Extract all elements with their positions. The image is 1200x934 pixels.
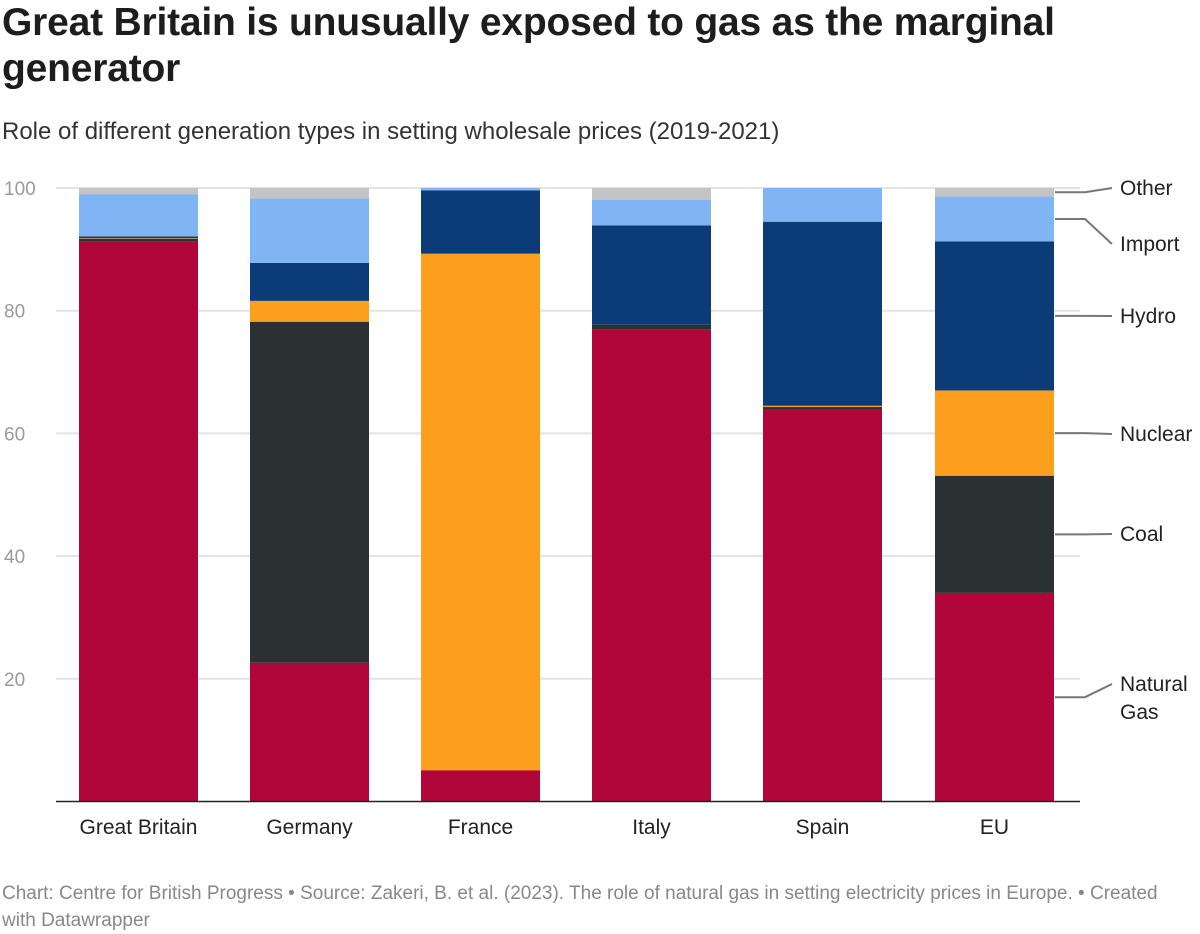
bar-segment-other [935, 188, 1054, 197]
y-tick-label: 60 [4, 424, 25, 445]
bar-segment-other [250, 188, 369, 198]
x-tick-label: France [448, 816, 513, 839]
y-tick-label: 40 [4, 547, 25, 568]
series-label: Natural [1120, 673, 1188, 696]
bar-segment-natural-gas [421, 770, 540, 801]
bar-segment-nuclear [763, 406, 882, 407]
bar-segment-import [935, 197, 1054, 242]
leader-line [1055, 684, 1112, 697]
leader-line [1055, 219, 1112, 244]
x-tick-label: Spain [796, 816, 850, 839]
bar-segment-nuclear [250, 301, 369, 322]
x-tick-label: Italy [632, 816, 671, 839]
y-tick-label: 20 [4, 670, 25, 691]
bar-segment-hydro [935, 241, 1054, 390]
y-tick-label: 100 [4, 179, 36, 200]
bar-segment-coal [79, 239, 198, 241]
bar-segment-import [79, 194, 198, 236]
bar-segment-nuclear [79, 238, 198, 239]
series-label: Import [1120, 233, 1180, 256]
bar-segment-import [592, 200, 711, 226]
bar-segment-coal [592, 325, 711, 330]
bar-segment-import [250, 198, 369, 262]
series-label: Coal [1120, 523, 1163, 546]
chart-footer: Chart: Centre for British Progress • Sou… [2, 880, 1182, 934]
series-label: Gas [1120, 701, 1159, 724]
series-label: Nuclear [1120, 423, 1192, 446]
x-tick-label: EU [980, 816, 1009, 839]
bar-segment-hydro [592, 225, 711, 324]
bar-segment-coal [250, 322, 369, 663]
bar-segment-import [421, 188, 540, 190]
series-label: Hydro [1120, 305, 1176, 328]
leader-line [1055, 433, 1112, 434]
series-label: Other [1120, 177, 1173, 200]
bar-segment-natural-gas [250, 663, 369, 802]
bar-segment-other [79, 188, 198, 194]
bar-segment-hydro [763, 222, 882, 406]
bar-segment-natural-gas [763, 409, 882, 801]
bar-segment-natural-gas [935, 593, 1054, 802]
bar-segment-import [763, 188, 882, 222]
bar-segment-coal [763, 407, 882, 409]
bar-segment-nuclear [935, 390, 1054, 475]
bar-segment-coal [935, 476, 1054, 593]
x-tick-label: Germany [266, 816, 353, 839]
bar-segment-nuclear [421, 254, 540, 771]
bar-segment-hydro [250, 263, 369, 301]
bar-segment-natural-gas [79, 241, 198, 801]
x-tick-label: Great Britain [80, 816, 198, 839]
y-tick-label: 80 [4, 302, 25, 323]
bar-segment-other [592, 188, 711, 200]
bar-segment-natural-gas [592, 330, 711, 802]
bar-segment-hydro [421, 190, 540, 253]
bar-segment-hydro [79, 236, 198, 238]
stacked-bar-chart: 20 40 60 80 100 Great Britain Germany France Ita… [0, 0, 1200, 880]
